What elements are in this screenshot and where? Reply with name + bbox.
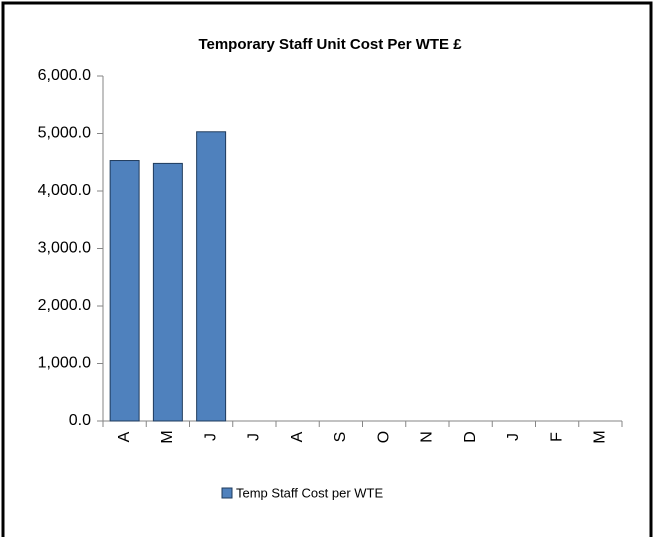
legend-swatch bbox=[221, 487, 233, 499]
x-tick-label: J bbox=[202, 433, 219, 441]
x-tick-label: A bbox=[289, 431, 306, 442]
y-tick-label: 0.0 bbox=[69, 412, 91, 429]
x-tick-label: S bbox=[332, 432, 349, 443]
x-tick-label: A bbox=[116, 431, 133, 442]
x-tick-label: M bbox=[159, 430, 176, 443]
legend-label: Temp Staff Cost per WTE bbox=[236, 485, 383, 500]
x-tick-label: O bbox=[375, 431, 392, 443]
y-tick-label: 6,000.0 bbox=[38, 67, 91, 84]
y-tick-label: 5,000.0 bbox=[38, 125, 91, 142]
y-tick-label: 2,000.0 bbox=[38, 297, 91, 314]
y-tick-label: 3,000.0 bbox=[38, 240, 91, 257]
y-tick-label: 1,000.0 bbox=[38, 355, 91, 372]
bar bbox=[196, 131, 227, 422]
x-tick-label: D bbox=[462, 431, 479, 443]
y-tick-label: 4,000.0 bbox=[38, 182, 91, 199]
x-tick-label: J bbox=[246, 433, 263, 441]
x-tick-label: J bbox=[505, 433, 522, 441]
x-tick-label: F bbox=[548, 432, 565, 442]
x-tick-label: M bbox=[592, 430, 609, 443]
bar bbox=[152, 162, 183, 422]
bar bbox=[109, 160, 140, 422]
x-tick-label: N bbox=[419, 431, 436, 443]
chart-title: Temporary Staff Unit Cost Per WTE £ bbox=[198, 36, 462, 53]
